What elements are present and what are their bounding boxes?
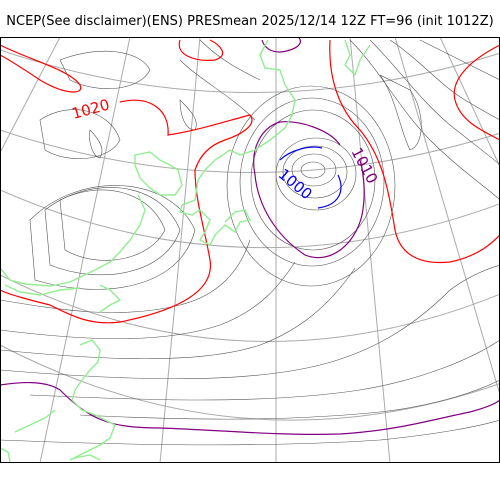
isobar-1010	[0, 37, 500, 436]
map-frame	[0, 37, 500, 463]
thin-isobars	[0, 39, 500, 446]
coastline	[0, 39, 371, 463]
isobar-1000	[279, 146, 342, 209]
pressure-map: 1020 1010 1000	[0, 37, 500, 463]
isobar-label-1020: 1020	[70, 96, 112, 123]
isobar-1020	[0, 39, 500, 324]
map-title: NCEP(See disclaimer)(ENS) PRESmean 2025/…	[6, 14, 494, 29]
